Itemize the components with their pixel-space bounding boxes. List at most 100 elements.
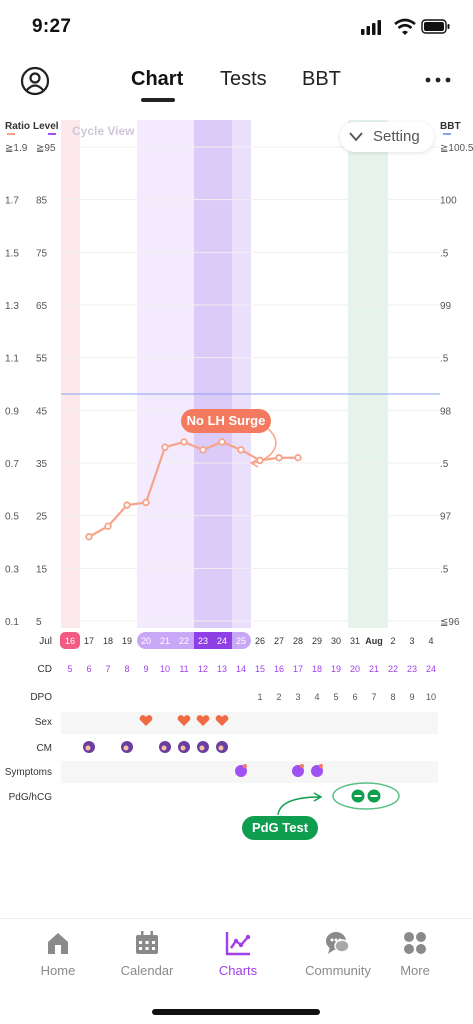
level-data-point[interactable] <box>161 443 169 451</box>
tab-tests[interactable]: Tests <box>220 68 267 90</box>
symptom-alert-dot <box>300 764 304 768</box>
cm-icon-dot <box>180 745 186 751</box>
level-data-point[interactable] <box>104 522 112 530</box>
ratio-tick-label: 1.5 <box>5 248 19 259</box>
date-label[interactable]: 23 <box>198 636 208 646</box>
symptom-icon[interactable] <box>235 765 247 777</box>
nav-community-label: Community <box>305 963 371 978</box>
date-label[interactable]: 25 <box>236 636 246 646</box>
status-time: 9:27 <box>32 16 72 37</box>
header: Chart Tests BBT <box>0 56 473 106</box>
date-label[interactable]: 19 <box>122 636 132 646</box>
ratio-tick-label: 0.3 <box>5 564 19 575</box>
date-label[interactable]: 20 <box>141 636 151 646</box>
dpo-label: 4 <box>314 692 319 702</box>
status-bar: 9:27 <box>0 0 473 50</box>
level-data-point[interactable] <box>123 501 131 509</box>
pdg-highlight-circle <box>332 782 400 810</box>
level-data-point[interactable] <box>142 498 150 507</box>
heart-icon[interactable] <box>177 715 191 726</box>
level-data-point[interactable] <box>85 533 93 541</box>
bbt-tick-label: .5 <box>440 564 449 575</box>
date-label[interactable]: 18 <box>103 636 113 646</box>
bbt-tick-label: .5 <box>440 459 449 470</box>
dpo-label: 10 <box>426 692 436 702</box>
dpo-label: 7 <box>371 692 376 702</box>
bbt-legend-swatch <box>443 133 451 135</box>
symptom-icon[interactable] <box>311 765 323 777</box>
cd-label: 10 <box>160 664 170 674</box>
profile-icon[interactable] <box>20 66 50 96</box>
test-band <box>348 120 388 628</box>
tab-chart[interactable]: Chart <box>131 68 184 90</box>
cm-row-label: CM <box>36 743 52 754</box>
cd-label: 20 <box>350 664 360 674</box>
level-data-point[interactable] <box>218 438 226 446</box>
date-label[interactable]: 3 <box>409 636 414 646</box>
date-label[interactable]: 26 <box>255 636 265 646</box>
home-indicator <box>152 1009 320 1015</box>
level-tick-label: 85 <box>36 196 48 207</box>
date-label[interactable]: 30 <box>331 636 341 646</box>
date-label[interactable]: 31 <box>350 636 360 646</box>
cd-label: 21 <box>369 664 379 674</box>
cm-icon-dot <box>161 745 167 751</box>
no-lh-surge-arrowhead <box>249 458 259 468</box>
level-tick-label: 55 <box>36 354 48 365</box>
ratio-tick-label: 0.7 <box>5 459 19 470</box>
bbt-axis-label: BBT <box>440 121 461 132</box>
date-label[interactable]: 16 <box>65 636 75 646</box>
cd-label: 11 <box>179 664 188 674</box>
heart-icon[interactable] <box>139 715 153 726</box>
nav-home[interactable]: Home <box>18 929 98 978</box>
cd-label: 22 <box>388 664 398 674</box>
level-data-point[interactable] <box>256 456 264 465</box>
level-data-point[interactable] <box>237 446 245 454</box>
cd-label: 8 <box>124 664 129 674</box>
setting-button[interactable]: Setting <box>340 122 434 152</box>
cd-label: 15 <box>255 664 265 674</box>
nav-calendar[interactable]: Calendar <box>107 929 187 978</box>
heart-icon[interactable] <box>196 715 210 726</box>
peak-band <box>194 120 232 628</box>
symptoms-row-label: Symptoms <box>5 767 52 778</box>
tab-bbt[interactable]: BBT <box>302 68 341 90</box>
level-axis-label: Level <box>33 121 59 132</box>
level-data-point[interactable] <box>180 438 188 446</box>
ratio-legend-swatch <box>7 133 15 135</box>
cd-label: 13 <box>217 664 227 674</box>
status-icons <box>361 18 450 35</box>
ratio-tick-label: 1.1 <box>5 354 19 365</box>
nav-more[interactable]: More <box>375 929 455 978</box>
symptom-icon[interactable] <box>292 765 304 777</box>
date-label[interactable]: 21 <box>160 636 170 646</box>
wifi-icon <box>394 18 416 35</box>
no-lh-surge-badge[interactable]: No LH Surge <box>181 409 271 433</box>
fertile-band <box>137 120 194 628</box>
more-options-icon[interactable] <box>425 70 451 90</box>
date-label[interactable]: Aug <box>365 636 383 646</box>
nav-calendar-label: Calendar <box>120 963 174 978</box>
pdg-test-badge[interactable]: PdG Test <box>242 816 318 840</box>
heart-icon[interactable] <box>215 715 229 726</box>
level-data-point[interactable] <box>275 454 283 462</box>
date-label[interactable]: 17 <box>84 636 94 646</box>
ratio-tick-label: 1.3 <box>5 301 19 312</box>
date-label[interactable]: 29 <box>312 636 322 646</box>
cm-icon-dot <box>85 745 91 751</box>
level-legend-swatch <box>48 133 56 135</box>
cd-label: 14 <box>236 664 246 674</box>
date-label[interactable]: 28 <box>293 636 303 646</box>
level-data-point[interactable] <box>199 446 207 454</box>
date-label[interactable]: 24 <box>217 636 227 646</box>
nav-community[interactable]: Community <box>298 929 378 978</box>
date-label[interactable]: 27 <box>274 636 284 646</box>
date-label[interactable]: 2 <box>390 636 395 646</box>
ratio-tick-label: 0.1 <box>5 617 19 628</box>
date-label[interactable]: 4 <box>428 636 433 646</box>
date-label[interactable]: 22 <box>179 636 189 646</box>
cd-label: 24 <box>426 664 436 674</box>
nav-charts[interactable]: Charts <box>198 929 278 978</box>
level-tick-label: 5 <box>36 617 42 628</box>
level-data-point[interactable] <box>294 454 302 462</box>
